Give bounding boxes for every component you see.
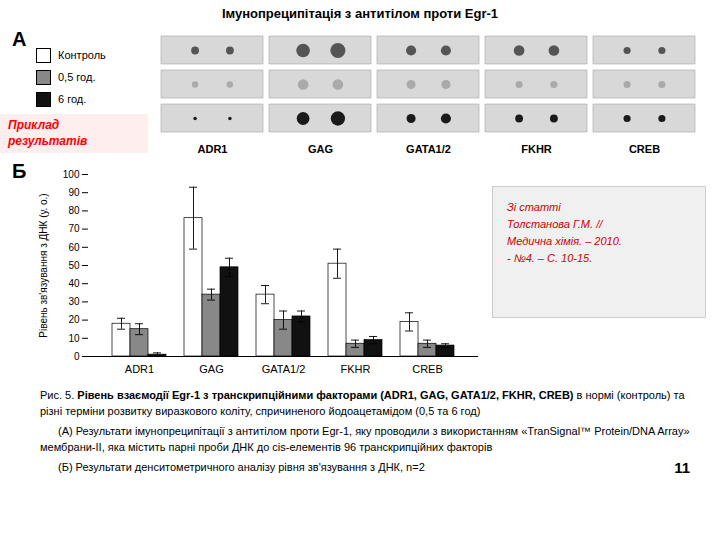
- svg-text:40: 40: [68, 278, 80, 289]
- svg-text:60: 60: [68, 242, 80, 253]
- svg-text:50: 50: [68, 260, 80, 271]
- html-text:11: 11: [674, 458, 690, 476]
- html-text:(А) Результати імунопреципітац: (А) Результати імунопреципітації з антит…: [40, 424, 690, 453]
- svg-text:0: 0: [74, 351, 80, 362]
- svg-text:ADR1: ADR1: [198, 143, 228, 155]
- svg-text:10: 10: [68, 333, 80, 344]
- svg-text:GATA1/2: GATA1/2: [262, 363, 306, 375]
- svg-text:100: 100: [63, 169, 80, 180]
- html-text:А: А: [12, 28, 27, 50]
- svg-text:20: 20: [68, 314, 80, 325]
- svg-text:FKHR: FKHR: [521, 143, 552, 155]
- html-text:Б: Б: [12, 160, 27, 182]
- svg-text:80: 80: [68, 205, 80, 216]
- html-text:0,5 год.: 0,5 год.: [58, 71, 96, 83]
- svg-text:FKHR: FKHR: [341, 363, 371, 375]
- svg-text:Рівень зв'язування з ДНК (у. о: Рівень зв'язування з ДНК (у. о.): [38, 193, 49, 337]
- html-text:Рис. 5. Рівень взаємодії Egr-1: Рис. 5. Рівень взаємодії Egr-1 з транскр…: [40, 389, 685, 417]
- svg-text:30: 30: [68, 296, 80, 307]
- svg-text:GATA1/2: GATA1/2: [406, 143, 451, 155]
- html-text:Приклад результатів: Приклад результатів: [8, 118, 88, 148]
- svg-text:CREB: CREB: [629, 143, 660, 155]
- html-text:Зі статті Толстанова Г.М. // М: Зі статті Толстанова Г.М. // Медична хім…: [507, 201, 622, 265]
- html-text:6 год.: 6 год.: [58, 93, 87, 105]
- html-text:Імунопреципітація з антитілом: Імунопреципітація з антитілом проти Egr-…: [221, 6, 499, 21]
- svg-text:90: 90: [68, 187, 80, 198]
- svg-text:70: 70: [68, 223, 80, 234]
- html-text:Контроль: Контроль: [58, 49, 106, 61]
- svg-text:CREB: CREB: [412, 363, 443, 375]
- html-text:(Б) Результати денситометрично: (Б) Результати денситометричного аналізу…: [58, 460, 425, 473]
- svg-text:ADR1: ADR1: [125, 363, 154, 375]
- svg-text:GAG: GAG: [199, 363, 223, 375]
- svg-text:GAG: GAG: [308, 143, 333, 155]
